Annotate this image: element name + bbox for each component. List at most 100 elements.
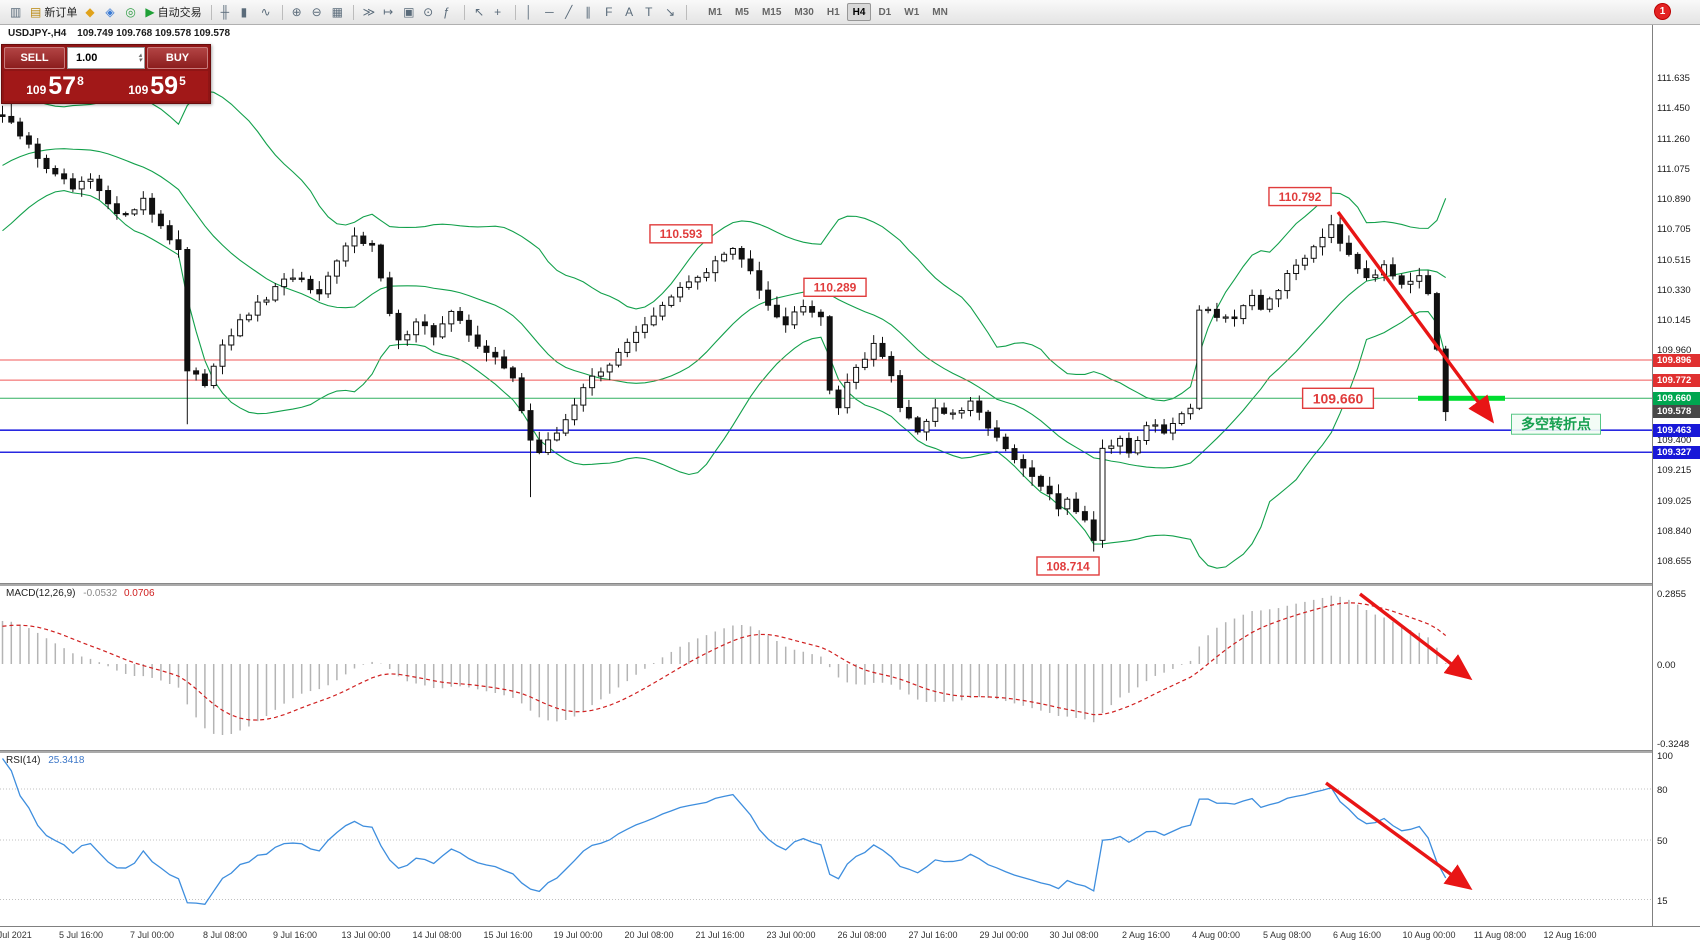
candle-body — [1345, 242, 1352, 255]
candle-body — [1205, 308, 1212, 312]
candle-body — [985, 411, 992, 429]
zoom-in-icon[interactable]: ⊕ — [288, 2, 308, 22]
timeframe-m30-button[interactable]: M30 — [788, 3, 819, 21]
line-chart-icon[interactable]: ∿ — [257, 2, 277, 22]
timeframe-h1-button[interactable]: H1 — [821, 3, 846, 21]
sell-button[interactable]: SELL — [4, 47, 65, 69]
trendline-icon[interactable]: ╱ — [561, 2, 581, 22]
candle-body — [201, 373, 208, 387]
candle-body — [580, 387, 587, 406]
price-flag-110.792[interactable]: 110.792 — [1268, 186, 1332, 207]
rsi-label: RSI(14) 25.3418 — [6, 755, 84, 766]
cursor-icon[interactable]: ↖ — [470, 2, 490, 22]
new-order-button[interactable]: ▤ 新订单 — [26, 2, 81, 22]
timeframe-h4-button[interactable]: H4 — [846, 3, 872, 21]
notification-badge[interactable]: 1 — [1655, 4, 1670, 19]
trend-arrow[interactable] — [1324, 781, 1473, 891]
vertical-line-icon[interactable]: │ — [521, 2, 541, 22]
time-axis-label: 21 Jul 16:00 — [695, 930, 745, 940]
support-highlight-bar[interactable] — [1418, 395, 1505, 401]
tile-windows-icon[interactable]: ▦ — [328, 2, 348, 22]
candle-body — [210, 365, 217, 387]
indicators-icon[interactable]: ƒ — [439, 2, 459, 22]
volume-spinner[interactable]: ▴ ▾ — [138, 52, 142, 64]
templates-icon[interactable]: ▣ — [399, 2, 419, 22]
timeframe-m1-button[interactable]: M1 — [702, 3, 728, 21]
buy-price-pip: 5 — [179, 74, 186, 88]
auto-scroll-icon[interactable]: ≫ — [359, 2, 380, 22]
label-icon[interactable]: T — [641, 2, 661, 22]
main-price-chart[interactable]: 110.593 110.289 110.792 108.714 109.660 多空转折点 — [0, 24, 1652, 583]
crosshair-icon[interactable]: + — [490, 2, 510, 22]
chart-symbol-ohlc: USDJPY-,H4 109.749 109.768 109.578 109.5… — [8, 28, 230, 39]
candle-body — [536, 439, 543, 454]
candle-body — [1125, 437, 1132, 454]
candle-body — [589, 375, 596, 389]
market-icon[interactable]: ◈ — [101, 2, 121, 22]
candle-body — [694, 276, 701, 283]
timeframe-mn-button[interactable]: MN — [926, 3, 954, 21]
trend-arrow[interactable] — [1336, 210, 1495, 424]
price-flag-109.660[interactable]: 109.660 — [1301, 387, 1375, 409]
panel-splitter-rsi[interactable] — [0, 750, 1700, 753]
candlesticks-icon[interactable]: ▮ — [237, 2, 257, 22]
arrow-object-icon[interactable]: ↘ — [661, 2, 681, 22]
chart-shift-icon[interactable]: ↦ — [379, 2, 399, 22]
buy-price[interactable]: 109 59 5 — [106, 71, 208, 101]
time-axis-label: 15 Jul 16:00 — [483, 930, 533, 940]
rsi-panel[interactable] — [0, 752, 1652, 926]
candle-body — [272, 286, 279, 301]
terminal-panel-icon[interactable]: ▥ — [6, 2, 26, 22]
candle-body — [782, 316, 789, 326]
price-axis-label: 110.705 — [1657, 223, 1691, 235]
buy-button[interactable]: BUY — [147, 47, 208, 69]
time-axis-label: 19 Jul 00:00 — [553, 930, 603, 940]
trend-arrow[interactable] — [1358, 592, 1473, 681]
svg-text:110.593: 110.593 — [660, 227, 703, 241]
panel-splitter-macd[interactable] — [0, 583, 1700, 586]
text-icon[interactable]: A — [621, 2, 641, 22]
time-axis-label: 20 Jul 08:00 — [624, 930, 674, 940]
signals-icon[interactable]: ◎ — [121, 2, 141, 22]
timeframe-m5-button[interactable]: M5 — [729, 3, 755, 21]
candle-body — [615, 351, 622, 366]
candle-body — [17, 121, 24, 137]
timeframe-m15-button[interactable]: M15 — [756, 3, 787, 21]
candle-body — [941, 407, 948, 414]
candle-body — [967, 400, 974, 412]
macd-panel[interactable] — [0, 585, 1652, 750]
candle-body — [809, 306, 816, 313]
candle-body — [474, 334, 481, 347]
autotrading-button[interactable]: ▶ 自动交易 — [141, 2, 205, 22]
price-tag-109.327: 109.327 — [1653, 445, 1700, 459]
price-flag-110.593[interactable]: 110.593 — [649, 224, 713, 244]
zoom-out-icon[interactable]: ⊖ — [308, 2, 328, 22]
price-flag-110.289[interactable]: 110.289 — [803, 277, 867, 297]
channel-icon[interactable]: ∥ — [581, 2, 601, 22]
horizontal-line-icon[interactable]: ─ — [541, 2, 561, 22]
candle-body — [835, 389, 842, 409]
timeframe-d1-button[interactable]: D1 — [872, 3, 897, 21]
mql5-community-icon[interactable]: ◆ — [81, 2, 101, 22]
fibonacci-icon[interactable]: F — [601, 2, 621, 22]
price-axis[interactable]: 111.635 111.450 111.260 111.075 110.890 110.7… — [1652, 24, 1700, 926]
timeframe-w1-button[interactable]: W1 — [898, 3, 925, 21]
volume-up-icon[interactable]: ▴ — [138, 52, 142, 59]
candle-body — [721, 253, 728, 262]
chart-window[interactable]: 110.593 110.289 110.792 108.714 109.660 多空转折点… — [0, 24, 1700, 944]
candle-body — [96, 178, 103, 192]
time-axis[interactable]: 5 Jul 2021 5 Jul 16:00 7 Jul 00:00 8 Jul 08… — [0, 926, 1700, 944]
ohlc-bars-icon[interactable]: ╫ — [217, 2, 237, 22]
price-flag-108.714[interactable]: 108.714 — [1036, 556, 1100, 576]
candle-body — [641, 324, 648, 333]
turning-point-label[interactable]: 多空转折点 — [1511, 413, 1601, 435]
volume-down-icon[interactable]: ▾ — [138, 57, 142, 64]
candle-body — [43, 157, 50, 170]
candle-body — [853, 366, 860, 383]
periods-icon[interactable]: ⊙ — [419, 2, 439, 22]
volume-stepper[interactable]: 1.00 ▴ ▾ — [67, 47, 145, 69]
bollinger-middle-band — [2, 148, 1446, 469]
sell-price[interactable]: 109 57 8 — [4, 71, 106, 101]
candle-body — [1222, 316, 1229, 319]
toolbar-separator — [281, 4, 283, 20]
